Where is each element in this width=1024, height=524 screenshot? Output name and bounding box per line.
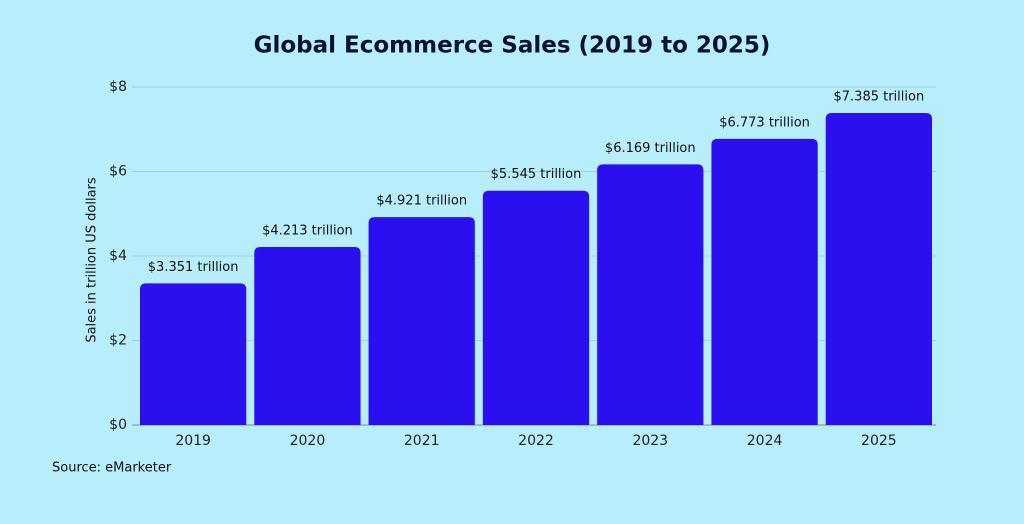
y-tick-label: $0 [109, 417, 127, 433]
bar [597, 164, 704, 426]
value-label: $3.351 trillion [148, 260, 239, 275]
y-tick-label: $2 [109, 333, 127, 349]
source: Source: eMarketer [52, 461, 172, 476]
x-tick-label: 2022 [518, 433, 554, 449]
bar [825, 112, 932, 425]
value-label: $4.921 trillion [376, 194, 467, 209]
bar [140, 283, 247, 425]
x-tick-label: 2021 [404, 433, 440, 449]
chart-title: Global Ecommerce Sales (2019 to 2025) [254, 33, 771, 59]
value-label: $6.773 trillion [719, 115, 810, 130]
y-tick-label: $8 [109, 79, 127, 95]
x-tick-label: 2019 [175, 433, 211, 449]
y-tick-label: $4 [109, 248, 127, 264]
x-tick-label: 2025 [861, 433, 897, 449]
value-label: $4.213 trillion [262, 224, 353, 239]
value-label: $6.169 trillion [605, 141, 696, 156]
bar [254, 247, 361, 425]
bar [482, 190, 590, 425]
y-tick-label: $6 [109, 164, 127, 180]
x-tick-label: 2023 [632, 433, 668, 449]
value-label: $5.545 trillion [491, 167, 582, 182]
bar [368, 217, 475, 425]
x-tick-label: 2020 [290, 433, 326, 449]
bar [711, 138, 818, 425]
x-tick-label: 2024 [747, 433, 783, 449]
y-axis-label: Sales in trillion US dollars [85, 177, 100, 343]
value-label: $7.385 trillion [834, 89, 925, 104]
